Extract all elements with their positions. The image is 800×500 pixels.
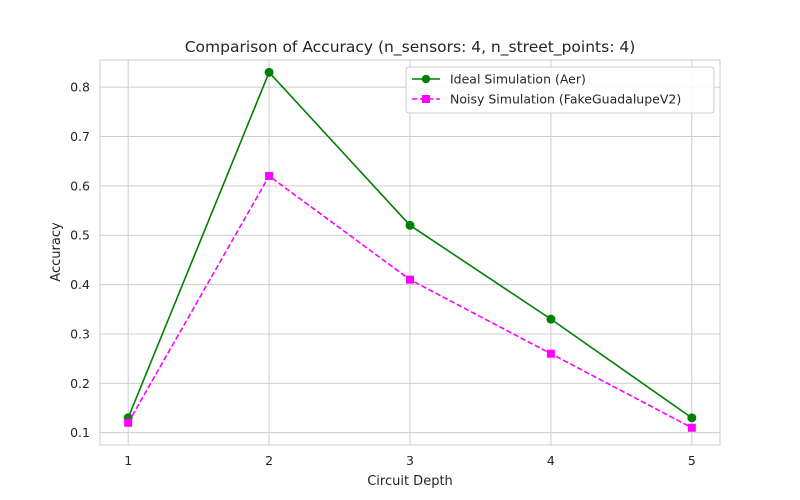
legend-box xyxy=(405,66,715,114)
series-layer xyxy=(123,67,697,432)
data-point-noisy xyxy=(406,275,414,284)
y-tick-label: 0.4 xyxy=(70,277,90,292)
chart-title: Comparison of Accuracy (n_sensors: 4, n_… xyxy=(185,38,636,57)
y-tick-label: 0.3 xyxy=(70,326,90,341)
x-tick-label: 1 xyxy=(124,453,132,468)
y-tick-label: 0.2 xyxy=(70,376,90,391)
data-point-noisy xyxy=(124,418,133,427)
y-tick-label: 0.6 xyxy=(70,178,90,193)
y-tick-label: 0.5 xyxy=(70,228,90,243)
data-point-ideal xyxy=(687,413,697,423)
data-point-ideal xyxy=(264,67,274,77)
legend: Ideal Simulation (Aer) Noisy Simulation … xyxy=(405,66,715,114)
y-axis-label: Accuracy xyxy=(49,222,64,282)
y-tick-label: 0.8 xyxy=(70,80,90,95)
data-point-noisy xyxy=(687,423,696,432)
data-point-noisy xyxy=(265,171,274,180)
x-tick-label: 4 xyxy=(547,453,555,468)
tick-labels: 1 2 3 4 5 0.1 0.2 0.3 0.4 0.5 0.6 0.7 0.8 xyxy=(70,80,696,468)
data-point-ideal xyxy=(546,314,556,324)
x-tick-label: 5 xyxy=(688,453,696,468)
y-tick-label: 0.1 xyxy=(70,425,90,440)
x-tick-label: 3 xyxy=(406,453,414,468)
data-point-noisy xyxy=(546,349,555,358)
legend-marker-ideal xyxy=(421,74,431,84)
legend-marker-noisy xyxy=(422,95,430,103)
plot-frame xyxy=(99,59,721,446)
x-tick-label: 2 xyxy=(265,453,273,468)
data-point-ideal xyxy=(405,220,415,230)
legend-label-ideal: Ideal Simulation (Aer) xyxy=(450,72,586,87)
grid-lines xyxy=(100,60,720,445)
y-tick-label: 0.7 xyxy=(70,129,90,144)
x-axis-label: Circuit Depth xyxy=(367,474,453,489)
legend-label-noisy: Noisy Simulation (FakeGuadalupeV2) xyxy=(450,92,681,107)
